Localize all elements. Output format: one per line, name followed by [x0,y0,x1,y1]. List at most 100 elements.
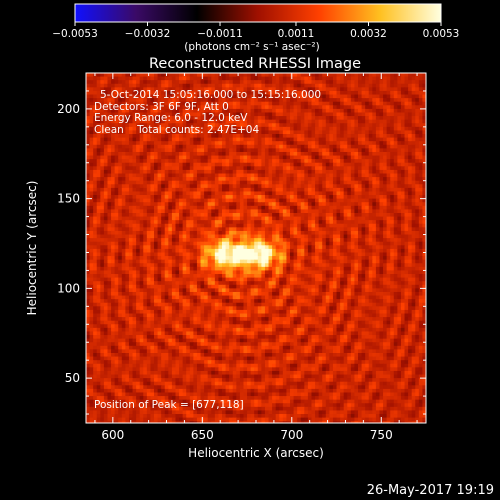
heatmap-cell [118,252,123,257]
heatmap-cell [200,155,205,160]
heatmap-cell [286,191,291,196]
heatmap-cell [186,162,191,167]
heatmap-cell [200,130,205,135]
heatmap-cell [361,202,366,207]
heatmap-cell [139,259,144,264]
heatmap-cell [154,230,159,236]
heatmap-cell [293,173,298,178]
heatmap-cell [146,191,152,196]
heatmap-cell [93,141,98,146]
heatmap-cell [322,213,327,218]
heatmap-cell [300,198,305,203]
heatmap-cell [125,148,130,153]
heatmap-cell [118,234,123,239]
heatmap-cell [275,159,280,164]
heatmap-cell [286,180,291,185]
heatmap-cell [111,144,116,149]
heatmap-cell [182,162,187,167]
heatmap-cell [93,123,98,128]
heatmap-cell [200,108,205,114]
heatmap-cell [196,191,202,196]
heatmap-cell [379,123,384,128]
heatmap-cell [300,144,305,149]
heatmap-cell [358,162,363,167]
heatmap-cell [340,223,345,228]
heatmap-cell [118,134,123,139]
heatmap-cell [361,141,366,146]
heatmap-cell [340,123,345,128]
heatmap-cell [161,198,166,203]
heatmap-cell [225,234,230,239]
heatmap-cell [86,198,91,203]
heatmap-cell [179,230,184,236]
heatmap-cell [107,209,112,214]
heatmap-cell [189,141,194,146]
heatmap-cell [232,173,237,178]
heatmap-cell [222,169,227,175]
heatmap-cell [139,213,144,218]
heatmap-cell [383,216,388,221]
heatmap-cell [286,112,291,117]
heatmap-cell [379,241,384,246]
heatmap-cell [279,87,284,92]
heatmap-cell [189,223,194,228]
heatmap-cell [171,209,177,214]
heatmap-cell [157,227,162,232]
heatmap-cell [118,241,123,246]
heatmap-cell [397,112,402,117]
heatmap-cell [132,209,137,214]
heatmap-cell [232,80,237,85]
heatmap-cell [304,166,309,171]
heatmap-cell [193,187,198,193]
heatmap-cell [247,105,252,110]
heatmap-cell [332,94,338,99]
heatmap-cell [128,209,134,214]
heatmap-cell [275,112,280,117]
heatmap-cell [189,213,194,218]
heatmap-cell [118,98,123,103]
heatmap-cell [128,116,134,121]
heatmap-cell [311,148,316,153]
heatmap-cell [307,119,313,124]
heatmap-cell [379,213,384,218]
heatmap-cell [254,169,259,175]
heatmap-cell [107,162,112,167]
heatmap-cell [157,259,162,264]
heatmap-cell [300,241,305,246]
heatmap-cell [225,180,230,185]
heatmap-cell [300,220,305,225]
heatmap-cell [250,166,255,171]
heatmap-cell [315,216,320,221]
heatmap-cell [214,119,220,124]
heatmap-cell [150,73,155,78]
heatmap-cell [175,227,180,232]
heatmap-cell [361,216,366,221]
heatmap-cell [157,209,162,214]
heatmap-cell [222,173,227,178]
heatmap-cell [111,198,116,203]
heatmap-cell [186,195,191,200]
heatmap-cell [164,119,169,124]
heatmap-cell [179,126,184,132]
heatmap-cell [222,198,227,203]
heatmap-cell [200,195,205,200]
heatmap-cell [418,76,424,81]
heatmap-cell [361,205,366,211]
heatmap-cell [186,191,191,196]
heatmap-cell [290,245,295,250]
heatmap-cell [186,198,191,203]
heatmap-cell [114,191,119,196]
heatmap-cell [222,141,227,146]
heatmap-cell [422,130,426,135]
heatmap-cell [379,112,384,117]
chart-title: Reconstructed RHESSI Image [149,56,361,72]
heatmap-cell [96,166,101,171]
heatmap-cell [275,137,280,142]
heatmap-cell [297,230,302,236]
heatmap-cell [272,98,277,103]
heatmap-cell [218,166,223,171]
heatmap-cell [365,184,370,189]
heatmap-cell [161,101,166,106]
heatmap-cell [196,198,202,203]
heatmap-cell [103,126,109,132]
